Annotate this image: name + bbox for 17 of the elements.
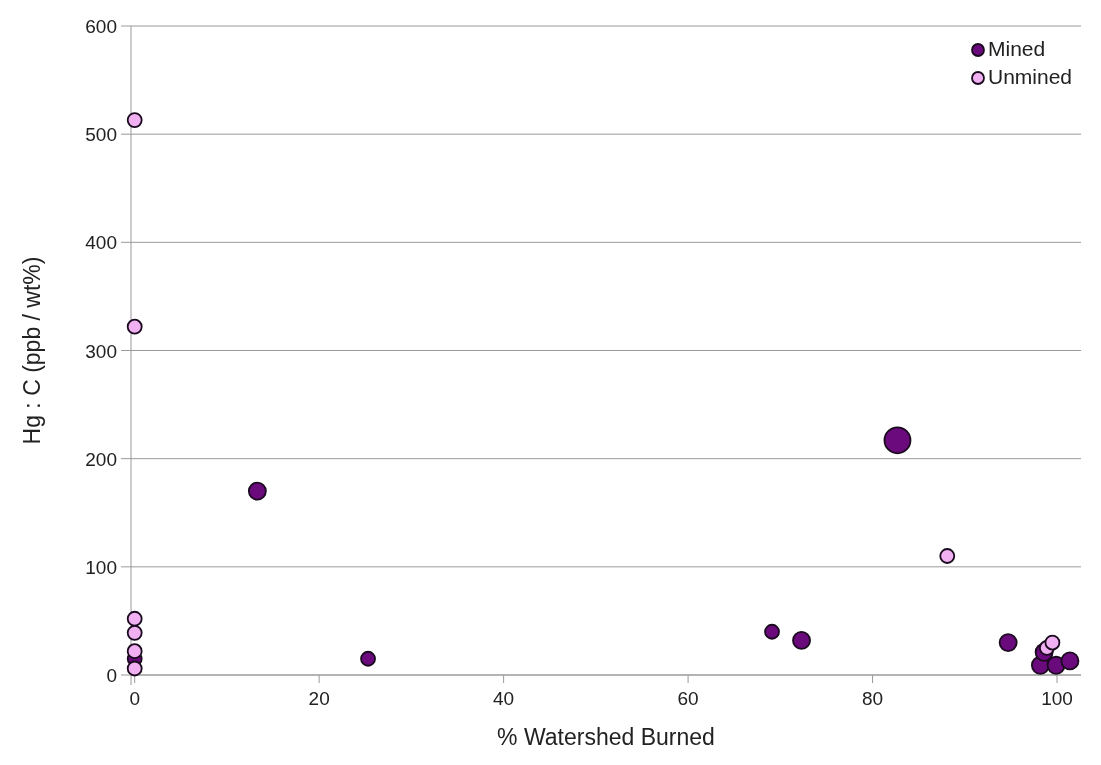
x-tick-label: 40 [493, 688, 515, 709]
x-tick-label: 60 [677, 688, 699, 709]
x-tick-label: 80 [861, 688, 884, 709]
y-axis-title: Hg : C (ppb / wt%) [19, 256, 45, 445]
x-tick-label: 20 [308, 688, 330, 709]
y-tick-label: 100 [85, 556, 117, 578]
y-tick-label: 0 [106, 665, 117, 686]
x-tick-label: 100 [1041, 688, 1073, 709]
y-tick-label: 300 [85, 340, 117, 362]
y-tick-label: 400 [85, 232, 117, 254]
x-tick-label: 0 [129, 688, 140, 709]
y-tick-label: 200 [85, 448, 117, 470]
legend-label: Mined [988, 37, 1046, 60]
y-tick-label: 600 [85, 16, 117, 37]
y-tick-label: 500 [85, 124, 117, 146]
x-axis-title: % Watershed Burned [497, 724, 715, 750]
legend-label: Unmined [988, 65, 1073, 88]
